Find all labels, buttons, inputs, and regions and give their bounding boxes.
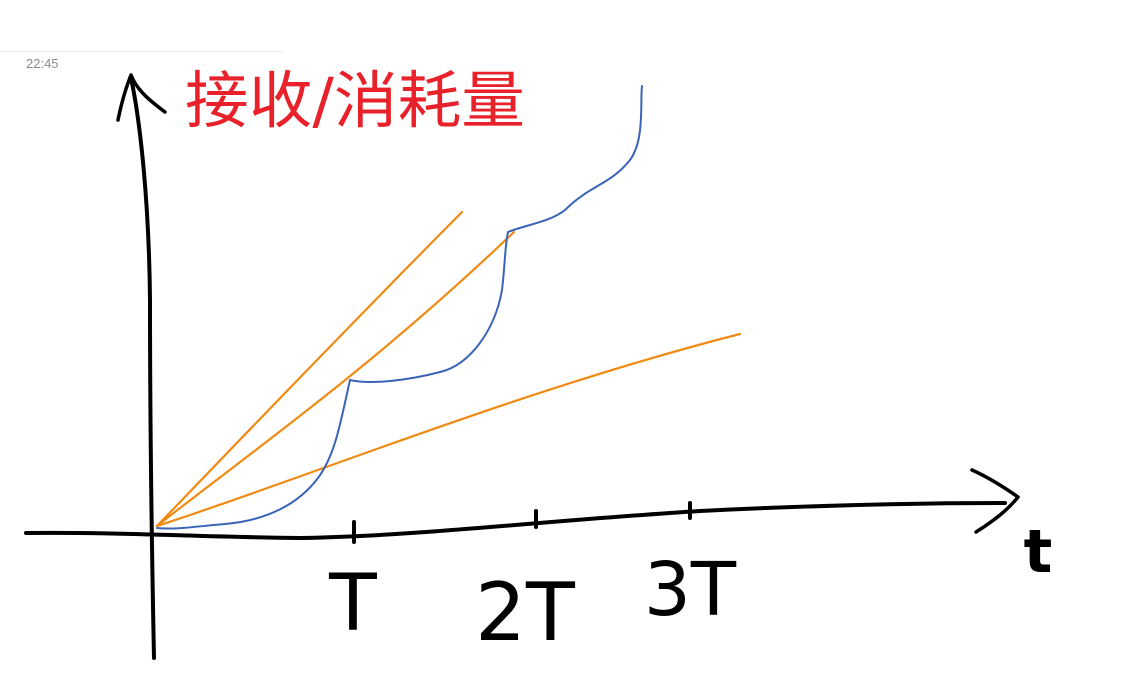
x-axis-label: t	[1024, 517, 1053, 587]
tick-label-3T: 3T	[644, 547, 737, 633]
rate-line-medium	[155, 230, 516, 528]
y-axis-label: 接收/消耗量	[185, 64, 525, 137]
rate-line-shallow	[155, 332, 742, 528]
x-axis-arrowhead	[970, 468, 1020, 534]
note-timestamp: 22:45	[26, 56, 59, 71]
y-axis	[129, 76, 156, 660]
cumulative-curve	[156, 85, 643, 530]
header-divider	[0, 51, 282, 52]
tick-label-2T: 2T	[475, 566, 576, 659]
x-axis	[24, 501, 1007, 541]
tick-label-T: T	[328, 559, 377, 649]
rate-line-steep	[155, 210, 464, 528]
y-axis-arrowhead	[116, 73, 167, 122]
